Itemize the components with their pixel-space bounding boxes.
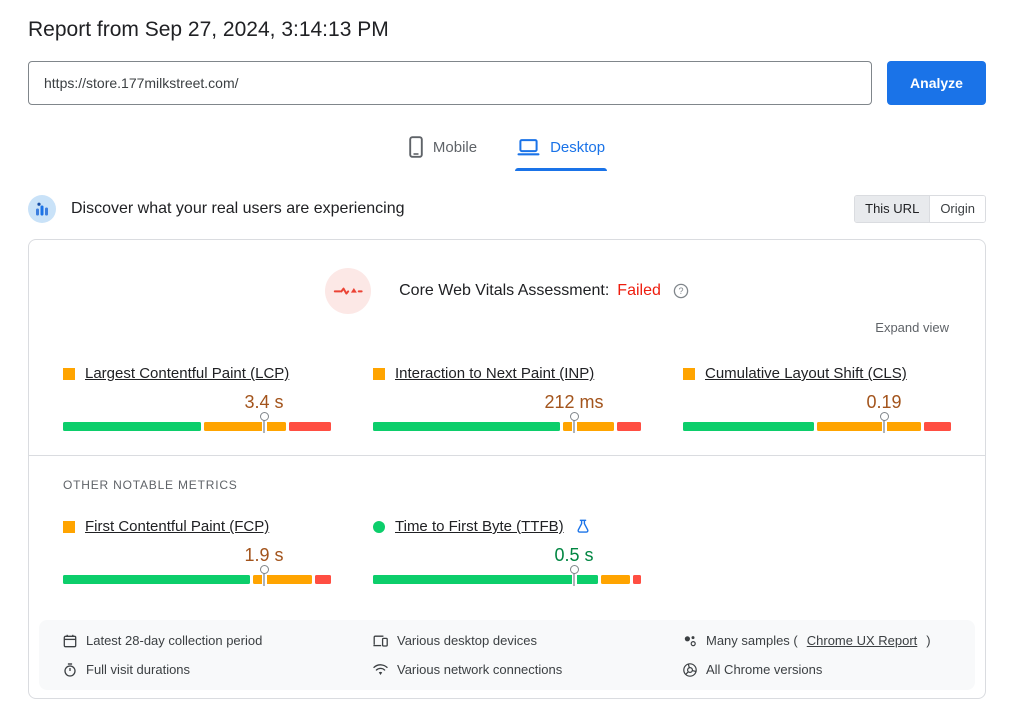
footer-item-label: Latest 28-day collection period	[86, 633, 263, 648]
section-divider	[29, 455, 985, 456]
metric-link-lcp[interactable]: Largest Contentful Paint (LCP)	[85, 365, 290, 382]
section-heading: Discover what your real users are experi…	[71, 200, 405, 217]
devices-icon	[373, 634, 388, 648]
footer-item-connections: Various network connections	[373, 662, 641, 677]
device-tabs: Mobile Desktop	[28, 132, 986, 171]
metric-link-inp[interactable]: Interaction to Next Paint (INP)	[395, 365, 595, 382]
metric-fcp: First Contentful Paint (FCP) 1.9 s	[63, 518, 331, 586]
url-input[interactable]	[28, 61, 872, 105]
metric-value-inp: 212 ms	[544, 392, 604, 412]
chrome-ux-report-link[interactable]: Chrome UX Report	[806, 633, 918, 648]
field-data-header: Discover what your real users are experi…	[28, 195, 986, 223]
poor-segment	[288, 422, 332, 431]
scope-this-url-button[interactable]: This URL	[855, 196, 930, 222]
scope-toggle: This URL Origin	[854, 195, 986, 223]
footer-item-label: Full visit durations	[86, 662, 191, 677]
needs-improvement-square-icon	[63, 520, 75, 533]
stopwatch-icon	[63, 662, 77, 677]
assessment-label: Core Web Vitals Assessment:	[399, 282, 610, 299]
needs-improvement-square-icon	[683, 367, 695, 380]
distribution-bar-inp	[373, 412, 641, 433]
svg-text:?: ?	[678, 286, 683, 296]
metric-value-cls: 0.19	[866, 392, 902, 412]
analyze-button[interactable]: Analyze	[887, 61, 986, 105]
metric-link-cls[interactable]: Cumulative Layout Shift (CLS)	[705, 365, 907, 382]
poor-segment	[616, 422, 641, 431]
footer-item-durations: Full visit durations	[63, 662, 331, 677]
needs-improvement-segment	[600, 575, 630, 584]
experimental-flask-icon[interactable]	[576, 519, 590, 534]
needs-improvement-segment	[253, 575, 312, 584]
scope-origin-button[interactable]: Origin	[929, 196, 985, 222]
page-title: Report from Sep 27, 2024, 3:14:13 PM	[28, 18, 389, 41]
footer-item-label: Many samples (	[706, 633, 798, 648]
good-segment	[683, 422, 814, 431]
other-metrics-row: First Contentful Paint (FCP) 1.9 s	[29, 518, 985, 586]
distribution-bar-fcp	[63, 565, 331, 586]
distribution-bar-lcp	[63, 412, 332, 433]
poor-segment	[314, 575, 331, 584]
real-users-icon	[28, 195, 56, 223]
search-bar: Analyze	[28, 61, 986, 105]
footer-item-devices: Various desktop devices	[373, 633, 641, 648]
poor-segment	[924, 422, 951, 431]
metric-ttfb: Time to First Byte (TTFB) 0.5 s	[373, 518, 642, 586]
core-metrics-row: Largest Contentful Paint (LCP) 3.4 s	[29, 365, 985, 433]
assessment-header: Core Web Vitals Assessment: Failed ?	[29, 268, 985, 314]
samples-icon	[683, 634, 697, 648]
phone-icon	[409, 136, 423, 158]
metric-value-ttfb: 0.5 s	[554, 545, 594, 565]
metric-inp: Interaction to Next Paint (INP) 212 ms	[373, 365, 641, 433]
calendar-icon	[63, 634, 77, 648]
core-web-vitals-icon	[325, 268, 372, 314]
needs-improvement-segment	[203, 422, 286, 431]
footer-item-label: )	[926, 633, 931, 648]
data-coverage-footer: Latest 28-day collection period Various …	[39, 620, 975, 690]
needs-improvement-segment	[817, 422, 922, 431]
metric-link-ttfb[interactable]: Time to First Byte (TTFB)	[395, 518, 564, 535]
pagespeed-report-page: Report from Sep 27, 2024, 3:14:13 PM Ana…	[0, 18, 1014, 699]
footer-item-label: Various desktop devices	[397, 633, 537, 648]
needs-improvement-square-icon	[373, 367, 385, 380]
assessment-status: Failed	[617, 282, 661, 299]
good-segment	[373, 422, 561, 431]
help-icon[interactable]: ?	[673, 283, 689, 299]
footer-item-label: All Chrome versions	[706, 662, 823, 677]
metric-link-fcp[interactable]: First Contentful Paint (FCP)	[85, 518, 270, 535]
metric-value-fcp: 1.9 s	[244, 545, 284, 565]
active-tab-indicator	[515, 168, 608, 171]
footer-item-samples: Many samples ( Chrome UX Report)	[683, 633, 951, 648]
needs-improvement-segment	[563, 422, 614, 431]
expand-view-button[interactable]: Expand view	[875, 320, 949, 335]
poor-segment	[633, 575, 642, 584]
metric-cls: Cumulative Layout Shift (CLS) 0.19	[683, 365, 951, 433]
distribution-bar-cls	[683, 412, 951, 433]
chrome-icon	[683, 662, 697, 677]
footer-item-label: Various network connections	[397, 662, 563, 677]
laptop-icon	[517, 138, 540, 156]
good-segment	[63, 422, 201, 431]
metric-lcp: Largest Contentful Paint (LCP) 3.4 s	[63, 365, 332, 433]
good-circle-icon	[373, 520, 385, 533]
crux-report-card: Core Web Vitals Assessment: Failed ? Exp…	[28, 239, 986, 699]
tab-desktop[interactable]: Desktop	[515, 132, 608, 171]
distribution-bar-ttfb	[373, 565, 642, 586]
footer-item-collection-period: Latest 28-day collection period	[63, 633, 331, 648]
network-icon	[373, 663, 388, 676]
good-segment	[63, 575, 251, 584]
other-metrics-heading: OTHER NOTABLE METRICS	[63, 478, 238, 492]
needs-improvement-square-icon	[63, 367, 75, 380]
tab-desktop-label: Desktop	[550, 138, 606, 156]
tab-mobile-label: Mobile	[432, 138, 478, 156]
tab-mobile[interactable]: Mobile	[407, 132, 479, 171]
good-segment	[373, 575, 598, 584]
metric-value-lcp: 3.4 s	[244, 392, 284, 412]
footer-item-versions: All Chrome versions	[683, 662, 951, 677]
empty-metric-slot	[683, 518, 951, 584]
